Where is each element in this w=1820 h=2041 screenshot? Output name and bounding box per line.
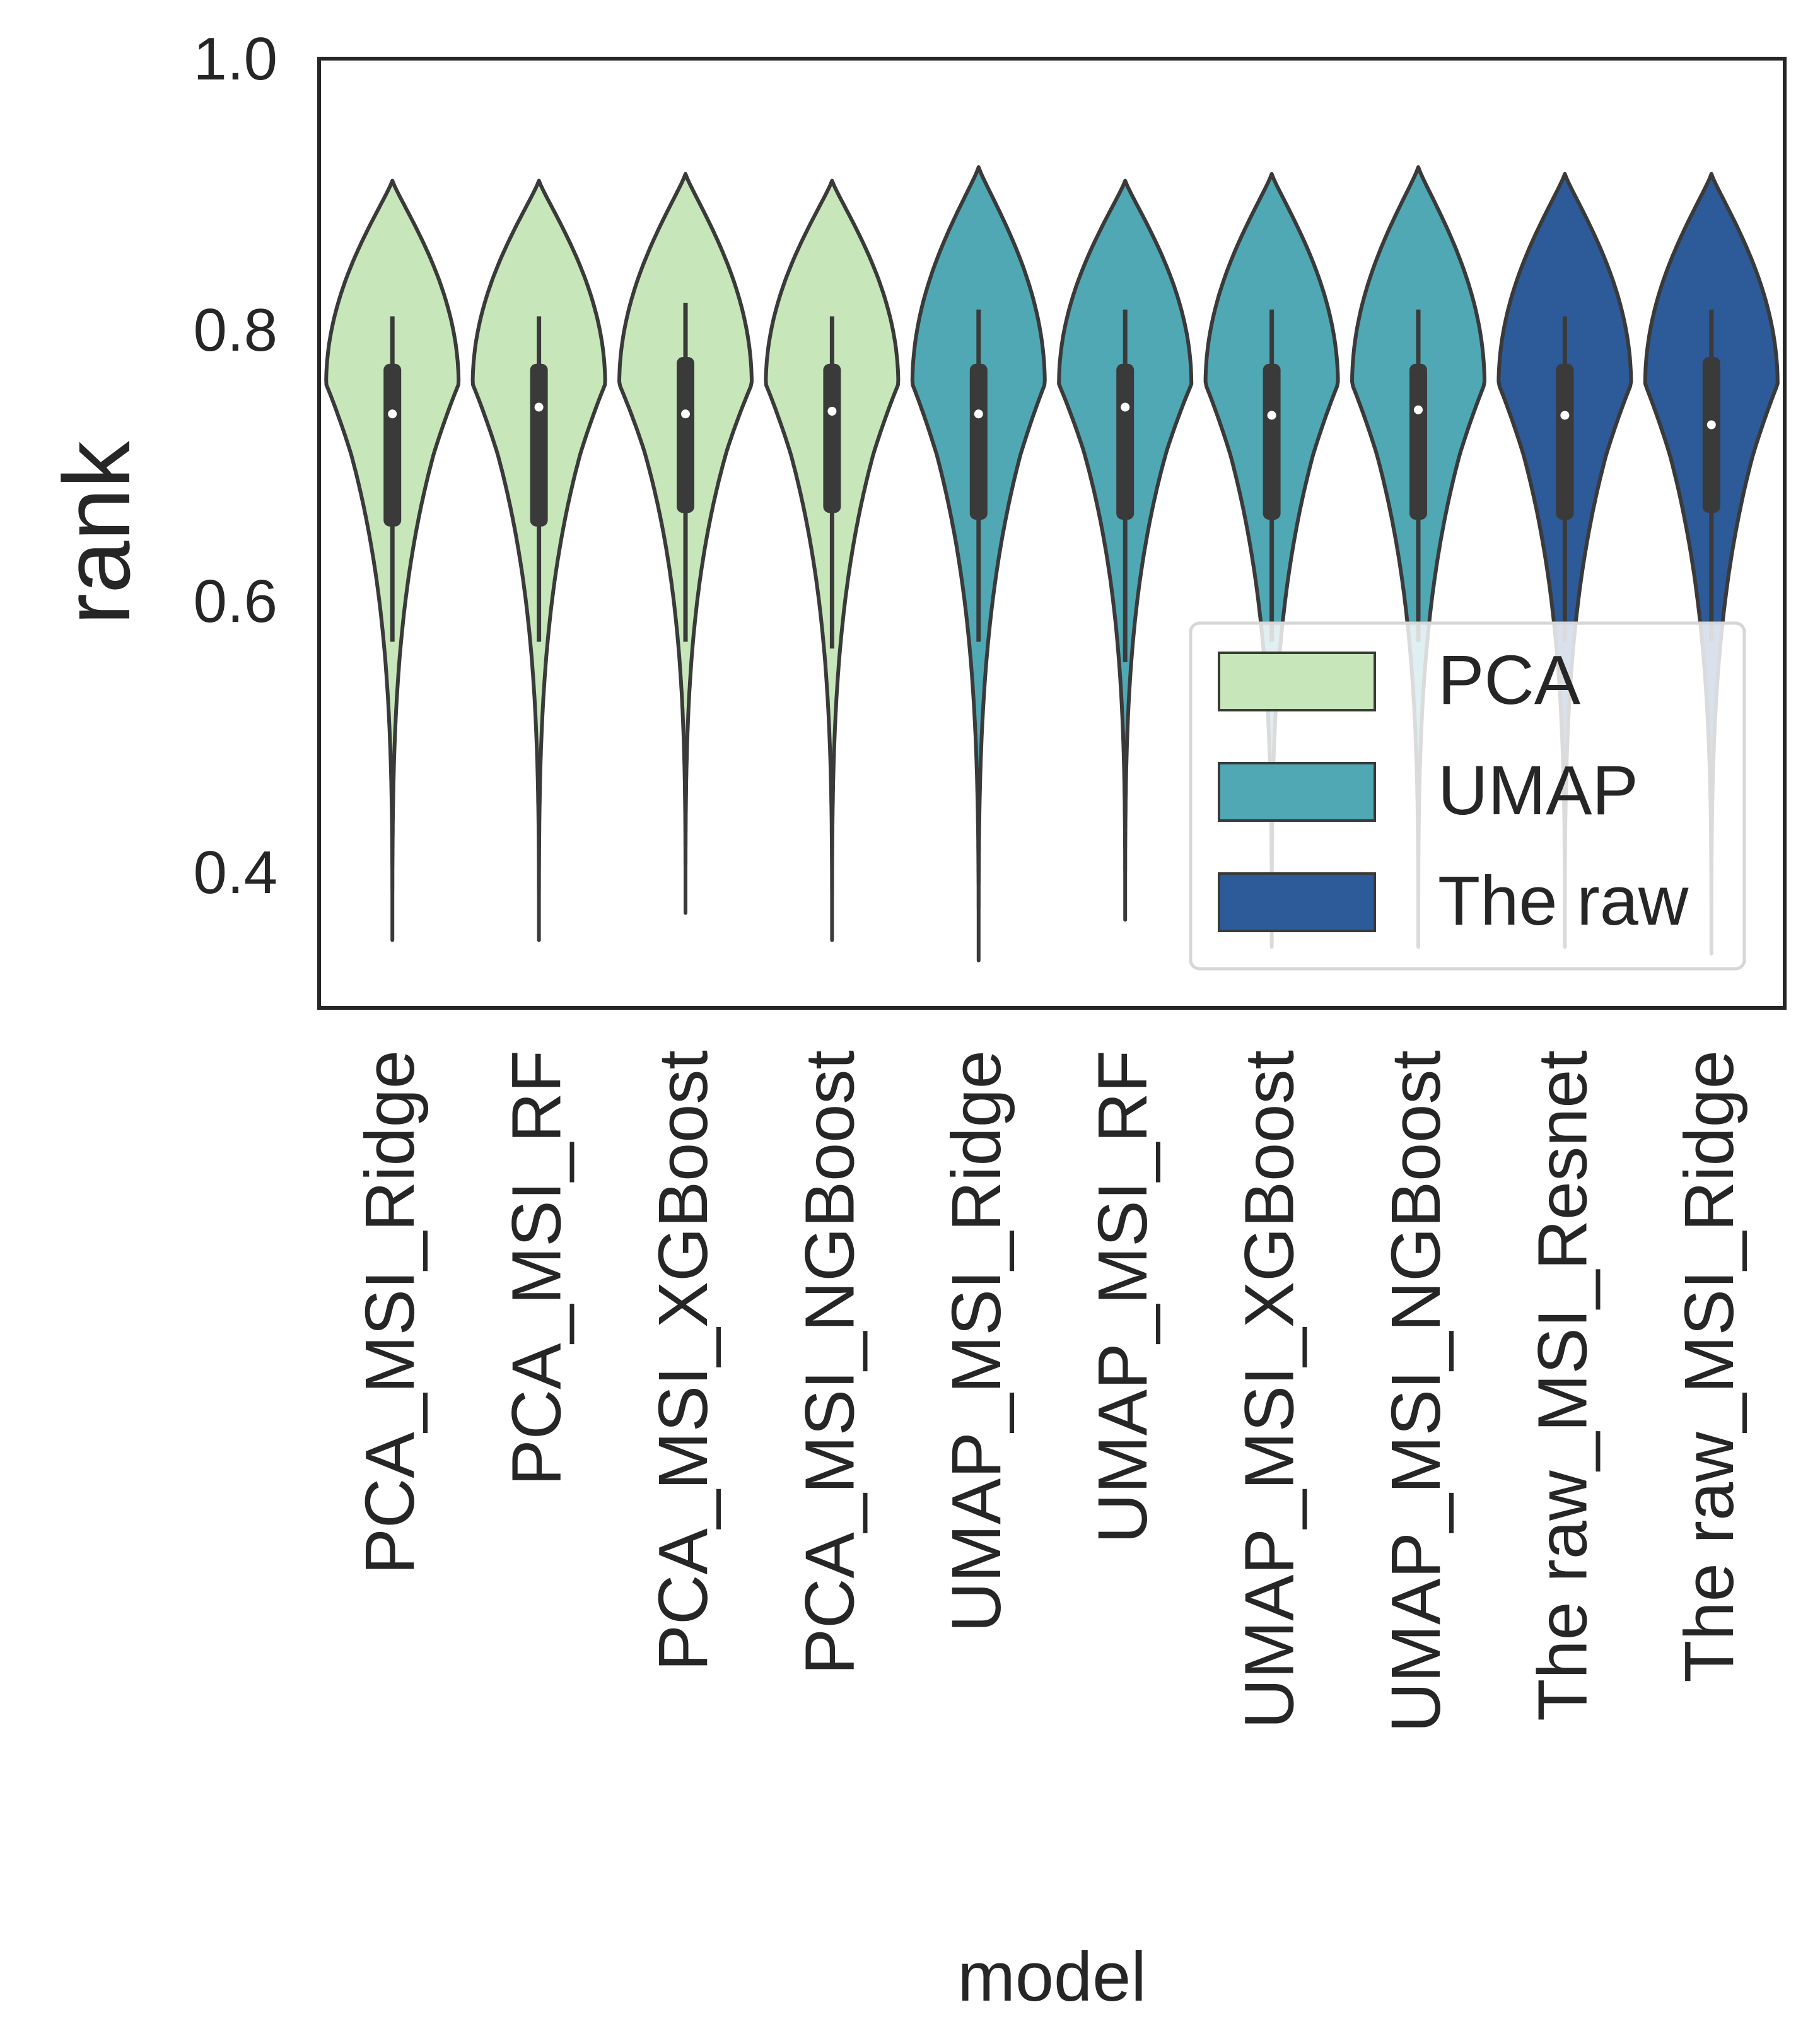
y-tick-label: 0.4 [194, 839, 277, 906]
violin-median [1414, 405, 1423, 414]
x-tick-label: PCA_MSI_NGBoost [791, 1050, 868, 1675]
y-tick-labels: 0.4 0.6 0.8 1.0 [194, 25, 277, 906]
violin-median [974, 409, 983, 419]
violin-iqr-box [1263, 363, 1281, 520]
y-axis-label: rank [44, 440, 149, 625]
x-tick-label: PCA_MSI_XGBoost [645, 1050, 722, 1671]
legend-label: UMAP [1438, 752, 1638, 829]
violin-median [1706, 420, 1716, 430]
violin-iqr-box [530, 363, 548, 527]
violin-iqr-box [1409, 363, 1427, 520]
legend-swatch [1218, 652, 1376, 711]
plot-frame [317, 57, 1787, 1010]
legend-label: The raw [1438, 862, 1689, 940]
x-tick-label: The raw_MSI_Resnet [1524, 1050, 1601, 1721]
violin-median [388, 409, 397, 419]
violin-iqr-box [969, 363, 988, 520]
x-tick-label: UMAP_MSI_NGBoost [1377, 1050, 1455, 1733]
violin-iqr-box [677, 357, 694, 513]
x-tick-label: The raw_MSI_Ridge [1671, 1050, 1748, 1683]
violin-iqr-box [823, 363, 841, 513]
violin-median [1121, 402, 1130, 412]
legend-swatch [1218, 762, 1376, 822]
violin-median [534, 402, 544, 412]
x-tick-label: UMAP_MSI_Ridge [938, 1050, 1015, 1632]
violin-iqr-box [1116, 363, 1135, 520]
legend-label: PCA [1438, 641, 1581, 719]
legend: PCA UMAP The raw [1189, 621, 1746, 971]
violin-iqr-box [383, 363, 402, 527]
x-axis-label: model [957, 1938, 1146, 2016]
x-tick-label: PCA_MSI_RF [498, 1050, 576, 1486]
violin-median [1560, 411, 1570, 420]
x-tick-labels: PCA_MSI_Ridge PCA_MSI_RF PCA_MSI_XGBoost PC… [351, 1050, 1748, 1733]
violin-median [681, 409, 690, 419]
legend-swatch [1218, 872, 1376, 932]
violin-median [1267, 411, 1276, 420]
y-tick-label: 1.0 [194, 25, 277, 93]
x-tick-label: UMAP_MSI_XGBoost [1231, 1050, 1309, 1729]
violin-iqr-box [1556, 363, 1574, 520]
violins-layer [324, 165, 1780, 962]
x-tick-label: UMAP_MSI_RF [1084, 1050, 1162, 1543]
y-tick-label: 0.6 [194, 568, 277, 635]
violin-median [827, 407, 837, 416]
y-tick-label: 0.8 [194, 296, 277, 364]
violin-iqr-box [1702, 357, 1720, 513]
x-tick-label: PCA_MSI_Ridge [351, 1050, 429, 1575]
